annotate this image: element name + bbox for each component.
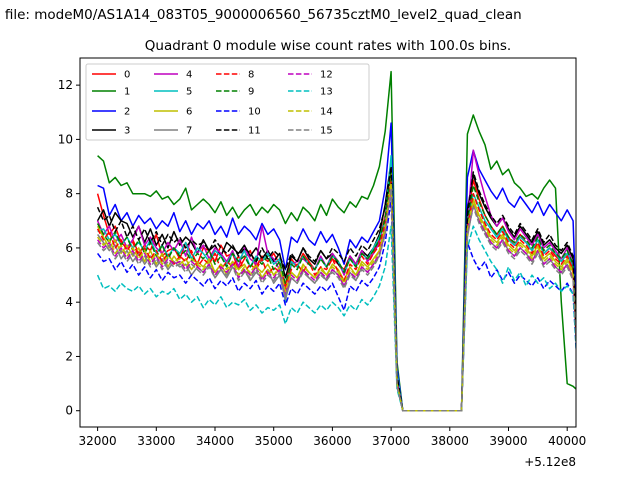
legend-label-15: 15 — [320, 126, 333, 137]
x-tick-label: 36000 — [313, 434, 351, 448]
legend-label-6: 6 — [186, 107, 192, 118]
legend-label-7: 7 — [186, 126, 192, 137]
y-tick-label: 4 — [65, 295, 73, 309]
legend-label-13: 13 — [320, 87, 333, 98]
legend-label-8: 8 — [248, 70, 254, 81]
series-line-12 — [96, 184, 576, 412]
legend-label-0: 0 — [124, 70, 130, 81]
y-tick-label: 0 — [65, 404, 73, 418]
legend-box — [85, 63, 370, 141]
y-tick-label: 12 — [58, 78, 73, 92]
x-tick-label: 40000 — [548, 434, 586, 448]
series-line-1 — [97, 70, 576, 412]
x-tick-label: 33000 — [137, 434, 175, 448]
plot-frame — [79, 57, 577, 428]
series-line-6 — [96, 171, 576, 412]
x-tick-label: 32000 — [79, 434, 117, 448]
legend-label-10: 10 — [248, 107, 261, 118]
legend-label-11: 11 — [248, 126, 261, 137]
x-tick-label: 35000 — [255, 434, 293, 448]
y-tick-label: 2 — [65, 349, 73, 363]
legend-label-5: 5 — [186, 87, 192, 98]
chart-title: Quadrant 0 module wise count rates with … — [145, 38, 511, 54]
series-layer — [96, 70, 576, 412]
x-tick-label: 37000 — [372, 434, 410, 448]
series-line-15 — [96, 187, 576, 412]
legend-label-9: 9 — [248, 87, 254, 98]
series-line-14 — [96, 182, 576, 412]
legend-label-4: 4 — [186, 70, 192, 81]
legend-label-2: 2 — [124, 107, 130, 118]
series-line-9 — [96, 168, 576, 412]
series-line-11 — [96, 165, 576, 412]
y-tick-label: 10 — [58, 132, 73, 146]
series-line-8 — [96, 173, 576, 412]
x-tick-label: 38000 — [431, 434, 469, 448]
legend-label-12: 12 — [320, 70, 333, 81]
x-tick-label: 39000 — [489, 434, 527, 448]
axis-layer: 32000 33000 34000 35000 36000 37000 38000 39000… — [58, 78, 587, 448]
x-tick-label: 34000 — [196, 434, 234, 448]
series-line-2 — [97, 122, 576, 412]
figure-suptitle: n file: modeM0/AS1A14_083T05_9000006560_… — [0, 7, 522, 23]
y-tick-label: 8 — [65, 187, 73, 201]
series-line-13 — [96, 225, 576, 412]
legend-label-14: 14 — [320, 107, 333, 118]
y-tick-label: 6 — [65, 241, 73, 255]
x-offset-label: +5.12e8 — [524, 455, 576, 469]
legend-label-1: 1 — [124, 87, 130, 98]
legend-label-3: 3 — [124, 126, 130, 137]
